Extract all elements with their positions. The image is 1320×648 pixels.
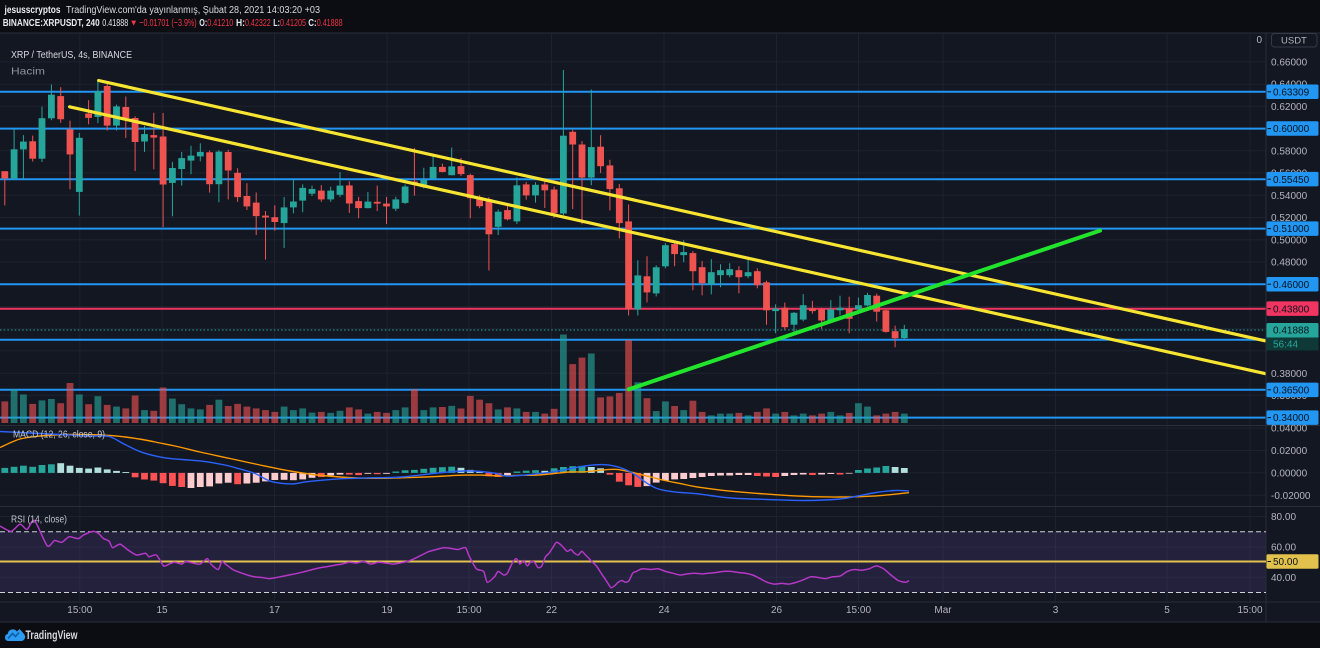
svg-text:0.41205: 0.41205	[280, 17, 306, 29]
svg-text:0.46000: 0.46000	[1273, 280, 1310, 291]
svg-text:15:00: 15:00	[846, 605, 871, 616]
svg-text:0.42322: 0.42322	[245, 17, 271, 29]
svg-text:15:00: 15:00	[1237, 605, 1262, 616]
svg-text:O:: O:	[199, 17, 207, 29]
svg-text:0.36500: 0.36500	[1273, 385, 1310, 396]
svg-text:0.00000: 0.00000	[1271, 469, 1308, 480]
svg-text:RSI (14, close): RSI (14, close)	[11, 514, 67, 526]
svg-text:0.52000: 0.52000	[1271, 213, 1308, 224]
svg-text:22: 22	[546, 605, 558, 616]
svg-text:0.41210: 0.41210	[207, 17, 233, 29]
svg-text:−0.01701 (−3.9%): −0.01701 (−3.9%)	[139, 17, 196, 29]
svg-text:0.63309: 0.63309	[1273, 87, 1310, 98]
svg-text:24: 24	[658, 605, 670, 616]
svg-text:80.00: 80.00	[1271, 512, 1296, 523]
svg-text:-0.02000: -0.02000	[1271, 491, 1311, 502]
svg-text:▼: ▼	[130, 17, 138, 27]
svg-text:0.51000: 0.51000	[1273, 224, 1310, 235]
svg-text:0.48000: 0.48000	[1271, 258, 1308, 269]
svg-text:0.62000: 0.62000	[1271, 102, 1308, 113]
svg-text:40.00: 40.00	[1271, 573, 1296, 584]
svg-text:0.41888: 0.41888	[317, 17, 343, 29]
svg-text:0.38000: 0.38000	[1271, 369, 1308, 380]
svg-text:15:00: 15:00	[67, 605, 92, 616]
svg-text:0.66000: 0.66000	[1271, 58, 1308, 69]
svg-text:15:00: 15:00	[456, 605, 481, 616]
svg-text:0: 0	[1257, 35, 1263, 46]
svg-text:TradingView.com'da yayınlanmış: TradingView.com'da yayınlanmış, Şubat 28…	[66, 5, 320, 16]
svg-text:0.02000: 0.02000	[1271, 446, 1308, 457]
svg-text:60.00: 60.00	[1271, 543, 1296, 554]
svg-text:0.54000: 0.54000	[1271, 191, 1308, 202]
svg-text:0.58000: 0.58000	[1271, 146, 1308, 157]
svg-text:0.41888: 0.41888	[102, 17, 128, 29]
svg-text:XRP / TetherUS, 4s, BINANCE: XRP / TetherUS, 4s, BINANCE	[11, 49, 132, 61]
svg-text:5: 5	[1164, 605, 1170, 616]
svg-text:0.50000: 0.50000	[1271, 235, 1308, 246]
svg-text:0.43800: 0.43800	[1273, 304, 1310, 315]
svg-text:C:: C:	[308, 17, 316, 29]
svg-text:3: 3	[1053, 605, 1059, 616]
svg-text:0.60000: 0.60000	[1273, 124, 1310, 135]
svg-text:USDT: USDT	[1281, 35, 1307, 46]
svg-text:L:: L:	[273, 17, 280, 29]
svg-text:0.34000: 0.34000	[1273, 413, 1310, 424]
svg-text:26: 26	[771, 605, 783, 616]
svg-text:0.41888: 0.41888	[1273, 326, 1310, 337]
svg-text:17: 17	[269, 605, 281, 616]
svg-text:19: 19	[381, 605, 393, 616]
svg-text:0.55450: 0.55450	[1273, 175, 1310, 186]
svg-text:Mar: Mar	[934, 605, 952, 616]
svg-text:jesusscryptos: jesusscryptos	[4, 5, 61, 16]
svg-text:MACD (12, 26, close, 9): MACD (12, 26, close, 9)	[13, 429, 105, 441]
svg-text:H:: H:	[236, 17, 245, 29]
svg-text:50.00: 50.00	[1273, 557, 1298, 568]
svg-text:15: 15	[156, 605, 168, 616]
svg-text:56:44: 56:44	[1273, 339, 1298, 350]
svg-text:0.04000: 0.04000	[1271, 424, 1308, 435]
svg-text:BINANCE:XRPUSDT, 240: BINANCE:XRPUSDT, 240	[3, 17, 100, 29]
svg-text:TradingView: TradingView	[26, 630, 78, 642]
svg-text:Hacim: Hacim	[11, 66, 45, 78]
